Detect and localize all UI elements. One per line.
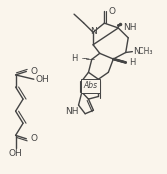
Text: O: O xyxy=(31,134,38,143)
Text: CH₃: CH₃ xyxy=(136,47,152,56)
Text: OH: OH xyxy=(9,149,23,158)
Text: O: O xyxy=(108,7,115,16)
FancyBboxPatch shape xyxy=(81,79,100,93)
Text: NH: NH xyxy=(65,107,79,116)
Text: N: N xyxy=(90,27,97,36)
Text: NH: NH xyxy=(123,23,137,32)
Text: N: N xyxy=(133,47,140,56)
Text: H: H xyxy=(129,58,135,67)
Text: OH: OH xyxy=(35,75,49,84)
Text: H: H xyxy=(71,53,78,62)
Text: O: O xyxy=(31,67,38,76)
Text: Abs: Abs xyxy=(83,81,97,90)
